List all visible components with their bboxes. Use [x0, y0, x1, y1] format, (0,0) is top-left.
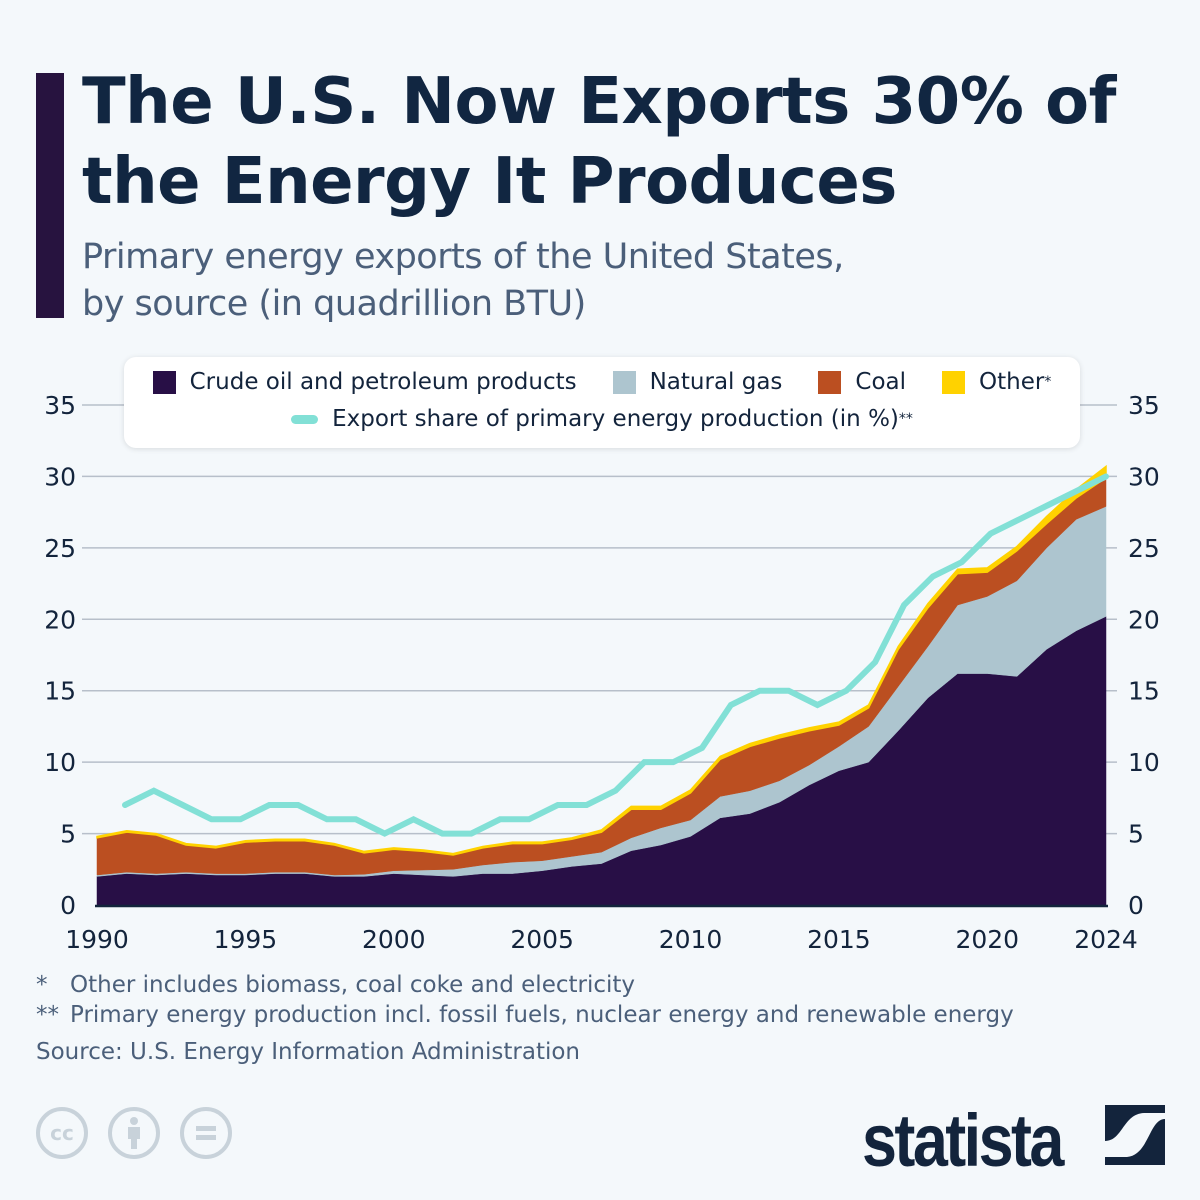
- statista-logo[interactable]: statista: [862, 1099, 1064, 1182]
- y-tick-label-left: 20: [44, 605, 76, 634]
- y-tick-label-right: 35: [1128, 391, 1160, 420]
- legend-item-coal: Coal: [818, 369, 906, 395]
- share-swatch: [291, 414, 319, 424]
- legend: Crude oil and petroleum products Natural…: [124, 357, 1080, 448]
- y-tick-label-right: 0: [1128, 891, 1144, 920]
- y-tick-label-left: 10: [44, 748, 76, 777]
- y-tick-label-left: 35: [44, 391, 76, 420]
- person-glyph: [128, 1117, 140, 1149]
- cc-icon[interactable]: cc: [36, 1107, 88, 1159]
- statista-logo-mark: [1105, 1105, 1165, 1165]
- footnote-2-mark: **: [36, 1002, 59, 1028]
- legend-item-crude: Crude oil and petroleum products: [152, 369, 577, 395]
- gas-swatch: [612, 370, 636, 394]
- x-tick-label: 2005: [510, 925, 574, 954]
- y-tick-label-right: 5: [1128, 820, 1144, 849]
- title-accent-bar: [36, 73, 64, 318]
- x-tick-label: 2010: [659, 925, 723, 954]
- coal-swatch: [818, 370, 842, 394]
- y-tick-label-left: 25: [44, 534, 76, 563]
- y-tick-label-right: 10: [1128, 748, 1160, 777]
- other-footnote-mark: *: [1044, 374, 1052, 390]
- y-tick-label-left: 30: [44, 462, 76, 491]
- legend-label-other: Other: [979, 369, 1045, 395]
- chart-subtitle: Primary energy exports of the United Sta…: [82, 234, 1082, 328]
- x-tick-label: 2024: [1074, 925, 1138, 954]
- footnotes: * Other includes biomass, coal coke and e…: [36, 970, 1014, 1030]
- y-tick-label-right: 15: [1128, 677, 1160, 706]
- y-tick-label-left: 5: [60, 820, 76, 849]
- y-tick-label-left: 15: [44, 677, 76, 706]
- footnote-1-text: Other includes biomass, coal coke and el…: [70, 972, 636, 998]
- y-tick-label-right: 30: [1128, 462, 1160, 491]
- footnote-1: * Other includes biomass, coal coke and e…: [36, 970, 1014, 1000]
- no-derivatives-icon[interactable]: [180, 1107, 232, 1159]
- subtitle-line-2: by source (in quadrillion BTU): [82, 284, 586, 324]
- x-tick-label: 1990: [65, 925, 129, 954]
- footnote-1-mark: *: [36, 972, 48, 998]
- share-footnote-mark: **: [898, 411, 913, 427]
- legend-label-gas: Natural gas: [649, 369, 783, 395]
- legend-item-gas: Natural gas: [612, 369, 783, 395]
- x-tick-label: 2020: [955, 925, 1019, 954]
- x-tick-label: 2000: [362, 925, 426, 954]
- footnote-2-text: Primary energy production incl. fossil f…: [70, 1002, 1014, 1028]
- source: Source: U.S. Energy Information Administ…: [36, 1039, 581, 1065]
- legend-item-other: Other *: [942, 369, 1051, 395]
- other-swatch: [942, 370, 966, 394]
- footnote-2: ** Primary energy production incl. fossil…: [36, 1000, 1014, 1030]
- chart-title: The U.S. Now Exports 30% of the Energy I…: [82, 65, 1116, 219]
- y-tick-label-right: 20: [1128, 605, 1160, 634]
- x-tick-label: 1995: [214, 925, 278, 954]
- attribution-icon[interactable]: [108, 1107, 160, 1159]
- x-tick-label: 2015: [807, 925, 871, 954]
- legend-item-share: Export share of primary energy productio…: [291, 406, 913, 432]
- legend-label-share: Export share of primary energy productio…: [332, 406, 899, 432]
- subtitle-line-1: Primary energy exports of the United Sta…: [82, 237, 844, 277]
- y-tick-label-left: 0: [60, 891, 76, 920]
- legend-label-coal: Coal: [855, 369, 907, 395]
- y-tick-label-right: 25: [1128, 534, 1160, 563]
- equals-glyph: [196, 1126, 216, 1140]
- legend-label-crude: Crude oil and petroleum products: [189, 369, 577, 395]
- crude-swatch: [152, 370, 176, 394]
